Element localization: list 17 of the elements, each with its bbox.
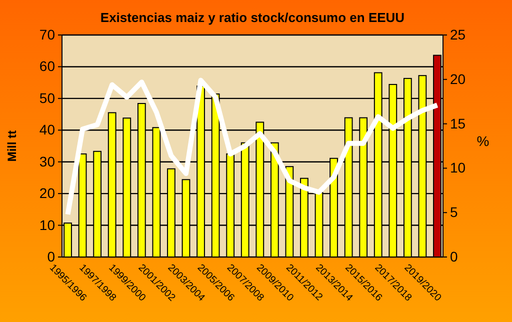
y2-tick-label: 10 bbox=[450, 160, 466, 176]
y-tick-label: 10 bbox=[39, 216, 56, 233]
y-tick-label: 70 bbox=[39, 26, 56, 42]
y2-axis-title: % bbox=[476, 133, 490, 149]
y-tick-label: 50 bbox=[39, 90, 56, 106]
y-axis-title: Mill tt bbox=[5, 130, 19, 162]
y-tick-label: 60 bbox=[39, 58, 56, 74]
y-tick-label: 20 bbox=[39, 185, 56, 202]
y-tick-label: 0 bbox=[47, 248, 56, 264]
chart-title: Existencias maiz y ratio stock/consumo en EEUU bbox=[100, 10, 405, 25]
y2-tick-label: 25 bbox=[450, 26, 466, 42]
y2-tick-label: 15 bbox=[450, 115, 466, 132]
y-tick-label: 30 bbox=[39, 153, 56, 170]
y2-tick-label: 0 bbox=[450, 248, 458, 264]
y2-tick-label: 20 bbox=[450, 70, 466, 87]
y-tick-label: 40 bbox=[39, 122, 56, 138]
y2-tick-label: 5 bbox=[450, 204, 458, 220]
